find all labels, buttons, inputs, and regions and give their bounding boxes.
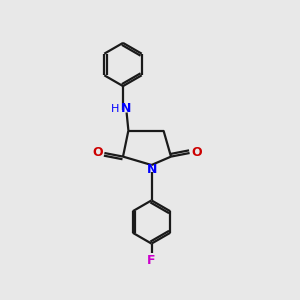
Text: O: O — [92, 146, 103, 160]
Text: H: H — [110, 104, 119, 114]
Text: O: O — [191, 146, 202, 160]
Text: N: N — [121, 102, 131, 116]
Text: F: F — [147, 254, 156, 267]
Text: N: N — [147, 163, 157, 176]
